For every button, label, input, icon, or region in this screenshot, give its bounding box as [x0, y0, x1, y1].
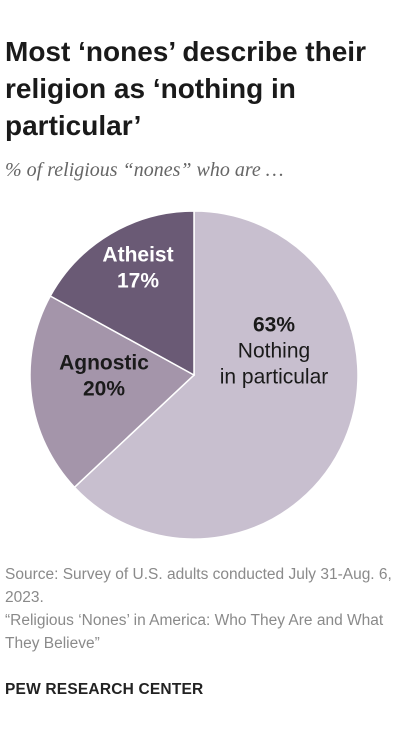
pie-slice-agnostic: [29, 294, 196, 489]
pie-label-nothing-in-particular-line-1: 63%: [253, 314, 295, 337]
pie-label-atheist-line-1: Atheist: [102, 244, 173, 267]
pie-slice-atheist: [49, 210, 195, 377]
source-report: “Religious ‘Nones’ in America: Who They …: [5, 612, 384, 652]
pie-label-nothing-in-particular: 63% Nothing in particular: [220, 314, 329, 389]
pie-label-atheist-line-2: 17%: [117, 270, 159, 293]
source-note: Source: Survey of U.S. adults conducted …: [5, 563, 397, 655]
pie-label-nothing-in-particular-line-2: Nothing: [238, 340, 310, 363]
chart-title: Most ‘nones’ describe their religion as …: [5, 36, 366, 141]
pie-label-agnostic-line-2: 20%: [83, 378, 125, 401]
pie-chart: 63% Nothing in particular Agnostic 20% Atheis…: [29, 210, 359, 540]
pie-label-agnostic: Agnostic 20%: [59, 352, 149, 401]
pie-label-nothing-in-particular-line-3: in particular: [220, 366, 329, 389]
org-name: PEW RESEARCH CENTER: [5, 681, 204, 698]
pie-label-atheist: Atheist 17%: [102, 244, 173, 293]
pie-slice-nothing-in-particular: [73, 210, 359, 540]
pie-label-agnostic-line-1: Agnostic: [59, 352, 149, 375]
chart-subtitle: % of religious “nones” who are …: [5, 159, 284, 181]
source-survey: Source: Survey of U.S. adults conducted …: [5, 566, 392, 606]
